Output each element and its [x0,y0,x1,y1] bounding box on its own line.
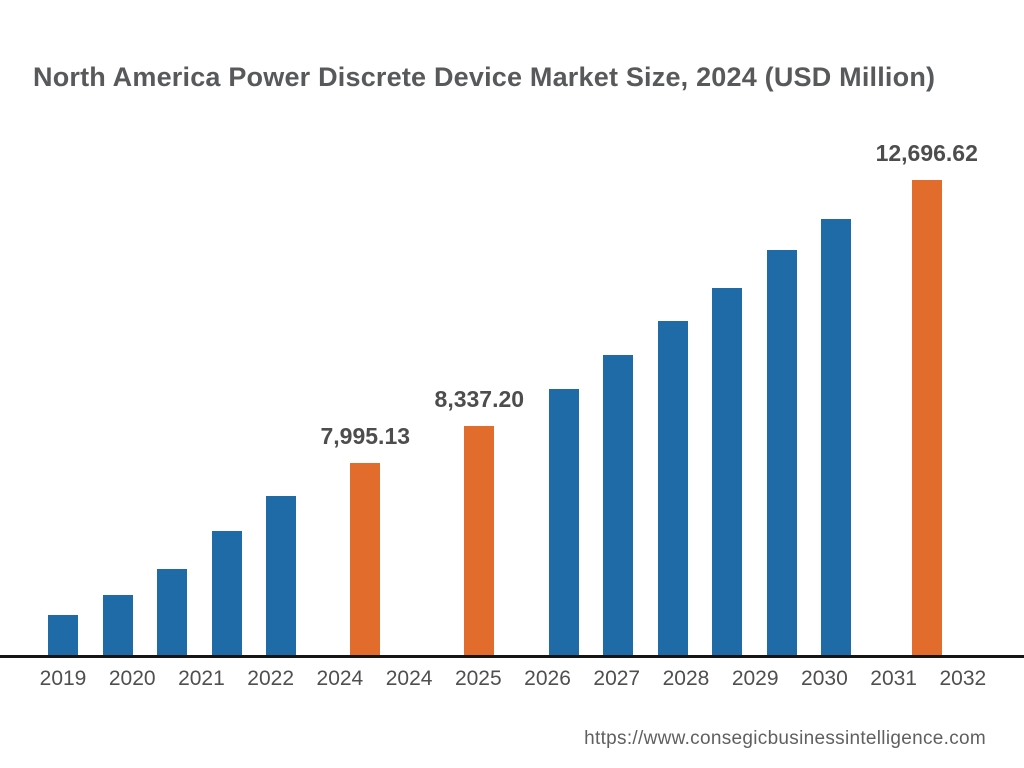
bar-column [102,595,133,655]
bar [548,389,579,655]
x-axis-tick-label: 2031 [870,667,917,690]
x-axis-tick-label: 2026 [524,667,571,690]
bar [657,321,688,655]
bar-column [266,496,296,655]
x-axis-tick-label: 2032 [939,667,987,690]
bar [766,250,797,655]
x-axis-tick-label: 2030 [801,667,848,690]
bars-container: 7,995.13 8,337.20 12,696.62 [48,139,978,655]
bar [157,569,187,655]
bar [911,180,942,655]
bar-column [48,615,78,655]
x-axis-tick-label: 2021 [178,667,225,690]
x-axis-tick-label: 2024 [316,667,364,690]
bar-value-label: 7,995.13 [320,423,411,449]
x-axis-line [0,655,1024,658]
bar [821,219,852,655]
bar [48,615,78,655]
x-axis-tick-label: 2019 [39,667,87,690]
x-axis-labels: 2019 2020 2021 2022 2024 2024 2025 2026 2027 2028… [0,667,1024,691]
x-axis-tick-label: 2025 [454,667,502,690]
bar [464,426,495,655]
bar-column: 8,337.20 [434,385,525,655]
x-axis-tick-label: 2029 [731,667,779,690]
bar-value-label: 8,337.20 [434,386,525,412]
bar-column [603,355,634,655]
bar [350,463,381,655]
source-url: https://www.consegicbusinessintelligence… [584,728,986,749]
bar-column: 12,696.62 [876,139,978,655]
bar-column [211,531,242,655]
bar-column [548,389,579,655]
bar [102,595,133,655]
bar-column: 7,995.13 [320,422,411,655]
bar [712,288,743,655]
bar-column [766,250,797,655]
chart-title: North America Power Discrete Device Mark… [33,62,936,92]
x-axis-tick-label: 2024 [385,667,433,690]
bar-column [712,288,743,655]
bar [266,496,296,655]
x-axis-tick-label: 2027 [593,667,641,690]
x-axis-tick-label: 2028 [662,667,710,690]
x-axis-tick-label: 2022 [247,667,295,690]
bar-column [821,219,852,655]
x-axis-tick-label: 2020 [108,667,156,690]
bar [211,531,242,655]
bar-column [657,321,688,655]
bar-value-label: 12,696.62 [875,140,978,166]
bar [603,355,634,655]
bar-column [157,569,187,655]
